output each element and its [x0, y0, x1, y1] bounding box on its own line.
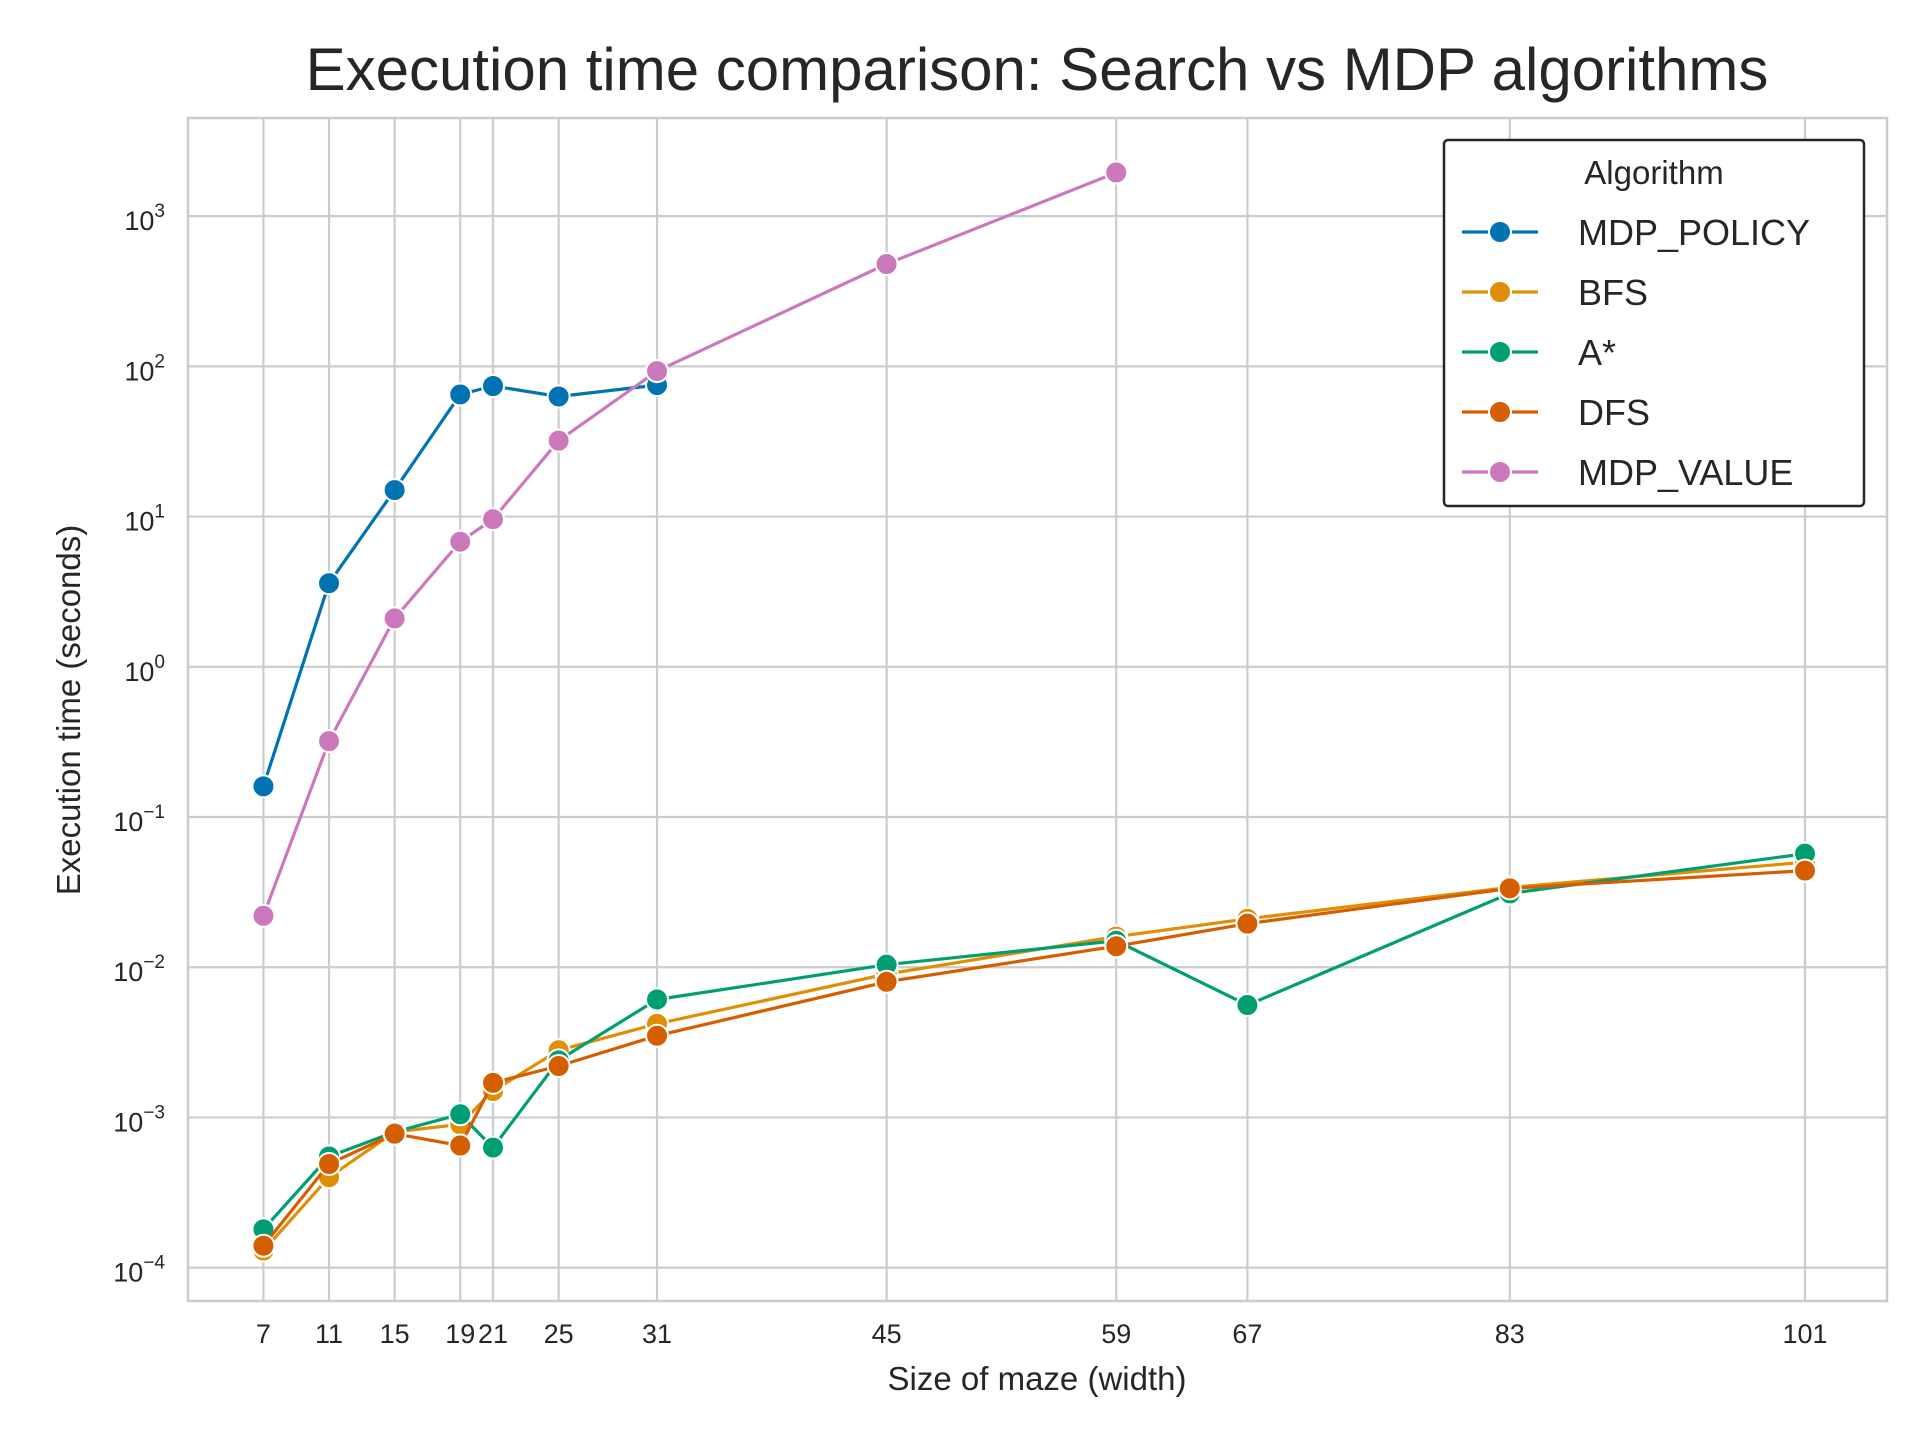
x-tick-label: 45: [872, 1319, 902, 1349]
data-point: [251, 774, 276, 799]
legend-marker: [1488, 280, 1512, 304]
data-point: [448, 1102, 473, 1127]
series-line: [261, 171, 1117, 917]
x-tick-label: 67: [1232, 1319, 1262, 1349]
data-point: [448, 1133, 473, 1158]
series-line: [262, 869, 1806, 1247]
data-point: [874, 252, 899, 277]
legend-marker: [1488, 340, 1512, 364]
data-point: [448, 529, 473, 554]
legend-marker: [1488, 400, 1512, 424]
data-point: [874, 969, 899, 994]
data-point: [1497, 876, 1522, 901]
x-tick-label: 83: [1495, 1319, 1525, 1349]
data-point: [481, 1070, 506, 1095]
legend-box: [1442, 138, 1866, 508]
legend-marker: [1488, 460, 1512, 484]
y-tick-label: 103: [124, 201, 165, 236]
data-point: [317, 729, 342, 754]
legend: Algorithm MDP_POLICY BFS A* DFS MDP_VALUE: [1442, 138, 1866, 508]
x-tick-label: 15: [380, 1319, 410, 1349]
data-point: [1793, 858, 1818, 883]
data-point: [481, 373, 506, 398]
data-point: [546, 384, 571, 409]
y-tick-label: 10−1: [113, 802, 165, 837]
data-point: [317, 571, 342, 596]
series-line: [262, 860, 1806, 1252]
y-axis-title: Execution time (seconds): [50, 525, 87, 896]
tick-layer: 7 11 15 19 21 25 31 45 59 67 83 101 10−4 10−3 10−2 10−1…: [113, 201, 1827, 1349]
legend-label: BFS: [1578, 272, 1648, 313]
y-tick-label: 10−2: [113, 952, 165, 987]
y-tick-label: 10−4: [113, 1253, 165, 1288]
chart-title: Execution time comparison: Search vs MDP…: [306, 36, 1769, 103]
legend-label: MDP_POLICY: [1578, 212, 1810, 253]
data-point: [382, 478, 407, 503]
data-point: [317, 1151, 342, 1176]
y-tick-label: 101: [124, 502, 165, 537]
y-tick-label: 10−3: [113, 1102, 165, 1137]
series-layer: [251, 160, 1818, 1263]
data-point: [448, 382, 473, 407]
legend-marker: [1488, 220, 1512, 244]
data-point: [1104, 934, 1129, 959]
data-point: [1235, 911, 1260, 936]
data-point: [546, 1054, 571, 1079]
data-point: [251, 1233, 276, 1258]
plot-frame: [186, 116, 1889, 1303]
data-point: [382, 606, 407, 631]
x-tick-label: 19: [445, 1319, 475, 1349]
x-tick-label: 11: [315, 1319, 343, 1349]
data-point: [546, 428, 571, 453]
x-tick-label: 101: [1782, 1319, 1827, 1349]
y-tick-label: 100: [124, 652, 165, 687]
data-point: [645, 987, 670, 1012]
legend-label: MDP_VALUE: [1578, 452, 1793, 493]
data-point: [251, 903, 276, 928]
data-point: [645, 1023, 670, 1048]
x-tick-label: 21: [478, 1319, 508, 1349]
data-point: [1235, 993, 1260, 1018]
x-tick-label: 25: [544, 1319, 574, 1349]
x-axis-title: Size of maze (width): [888, 1360, 1187, 1397]
x-tick-label: 59: [1101, 1319, 1131, 1349]
legend-label: DFS: [1578, 392, 1650, 433]
data-point: [481, 1135, 506, 1160]
legend-label: A*: [1578, 332, 1616, 373]
y-tick-label: 102: [124, 351, 165, 386]
data-point: [382, 1121, 407, 1146]
data-point: [481, 507, 506, 532]
data-point: [1104, 160, 1129, 185]
legend-title: Algorithm: [1584, 154, 1723, 191]
data-point: [645, 359, 670, 384]
x-tick-label: 7: [256, 1319, 271, 1349]
series-line: [262, 852, 1806, 1231]
legend-items: MDP_POLICY BFS A* DFS MDP_VALUE: [1462, 212, 1810, 493]
x-tick-label: 31: [642, 1319, 672, 1349]
